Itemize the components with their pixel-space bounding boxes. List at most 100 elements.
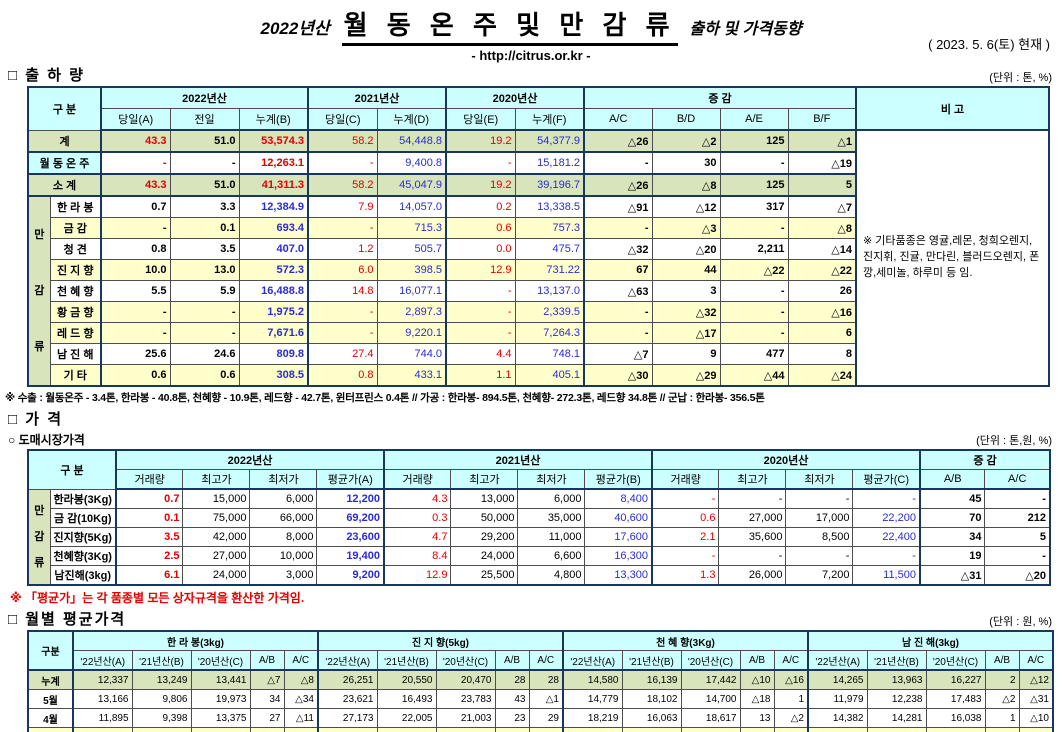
page-title: 월 동 온 주 및 만 감 류 (341, 5, 678, 46)
table-cell: 17,483 (925, 689, 986, 709)
column-header: A/E (719, 108, 789, 131)
table-cell: 4.7 (382, 527, 452, 547)
table-cell: 748.1 (514, 343, 585, 365)
table-cell: 0.8 (100, 238, 171, 260)
column-header: 최고가 (718, 469, 787, 490)
title-vintage: 2022년산 (260, 19, 330, 38)
row-label: 천혜향(3Kg) (49, 546, 117, 566)
table-cell: - (169, 151, 240, 175)
table-cell: - (984, 488, 1051, 509)
table-cell: 19,973 (190, 689, 251, 709)
table-cell: 11,500 (852, 565, 921, 586)
table-row: 누계 12,337 13,249 13,441 △7 △8 26,251 20,550 20,4… (27, 669, 1054, 690)
table-cell: - (169, 322, 240, 344)
table-cell: 125 (719, 129, 789, 153)
table-cell: 3.5 (169, 238, 240, 260)
table-cell: - (100, 151, 171, 175)
table-cell: 477 (719, 343, 789, 365)
table-cell: 7.9 (307, 195, 378, 218)
table-cell: 15,563 (680, 727, 741, 732)
table-cell: 14,265 (807, 669, 868, 690)
monthly-section-header: □ 월별 평균가격 (단위 : 원, %) (0, 607, 1062, 630)
table-cell: △1 (528, 689, 564, 709)
table-cell: 13,000 (450, 488, 519, 509)
table-cell: △26 (583, 173, 653, 197)
table-cell: 3.3 (169, 195, 240, 218)
table-cell: △31 (918, 565, 986, 586)
table-cell: △9 (773, 727, 809, 732)
table-cell: 54,377.9 (514, 129, 585, 153)
table-cell: 12,200 (316, 488, 385, 509)
table-cell: 731.22 (514, 259, 585, 281)
table-cell: 12.9 (445, 259, 516, 281)
row-label: 황 금 향 (49, 301, 102, 323)
table-row: 3월10,3269,65811,2307△822,24414,98915,316… (27, 727, 1054, 732)
report-date: ( 2023. 5. 6(토) 현재 ) (928, 37, 1050, 52)
table-cell: - (445, 151, 516, 175)
table-cell: 14,700 (680, 689, 741, 709)
column-header-gubun: 구 분 (27, 449, 117, 490)
table-cell: - (650, 546, 720, 566)
shipment-heading: □ 출 하 량 (8, 67, 85, 84)
table-cell: 0.7 (114, 488, 184, 509)
table-cell: 9 (651, 343, 721, 365)
table-row: 금 감 -0.1 693.4-715.3 0.6 757.3- △3- △8 (28, 217, 1049, 239)
table-cell: 27,173 (317, 708, 378, 728)
table-cell: 58.2 (307, 173, 378, 197)
table-cell: 12,263.1 (238, 151, 309, 175)
table-cell: 16,300 (584, 546, 653, 566)
table-cell: 14,281 (866, 708, 927, 728)
table-row: 레 드 향 - -7,671.6-9,220.1-7,264.3- △17-6 (28, 322, 1049, 344)
table-cell: 24,000 (450, 546, 519, 566)
table-cell: 14,237 (562, 727, 623, 732)
table-cell: 27,000 (718, 508, 787, 528)
header-row-subcols: 거래량 최고가 최저가 평균가(A) 거래량 최고가 최저가 평균가(B) 거래량 최고가 최저가 평… (28, 469, 1051, 490)
table-cell: 23,600 (316, 527, 385, 547)
table-cell: 9,806 (131, 689, 192, 709)
table-cell: △8 (283, 727, 319, 732)
table-cell: △20 (984, 565, 1051, 586)
row-label: 기 타 (49, 364, 102, 387)
table-row: 소 계 43.3 51.0 41,311.3 58.2 45,047.9 19.2 39,19… (27, 173, 1049, 197)
table-cell: - (719, 322, 789, 344)
table-cell: △7 (787, 195, 857, 218)
table-cell: 22,244 (317, 727, 378, 732)
table-cell: 30 (651, 151, 721, 175)
table-cell: △12 (651, 195, 721, 218)
table-cell: 693.4 (238, 217, 309, 239)
table-cell: 715.3 (376, 217, 447, 239)
table-cell: 3,000 (249, 565, 318, 586)
table-cell: △10 (739, 669, 775, 690)
column-header: 최고가 (450, 469, 519, 490)
table-cell: 1.3 (650, 565, 720, 586)
table-cell: 17,600 (584, 527, 653, 547)
table-cell: 53,574.3 (238, 129, 309, 153)
table-cell: - (583, 322, 653, 344)
table-row: 만 감 류 한라봉(3Kg) 0.7 15,000 6,000 12,200 4.3 13,000… (27, 488, 1051, 586)
shipment-section-header: □ 출 하 량 (단위 : 톤, %) (0, 63, 1062, 86)
table-cell: 35,600 (718, 527, 787, 547)
row-label: 4월 (27, 708, 74, 728)
column-group-change: 증 감 (583, 86, 857, 109)
table-cell: 18,617 (680, 708, 741, 728)
table-cell: 45 (528, 727, 564, 732)
shipment-footnote: ※ 수출 : 월동온주 - 3.4톤, 한라봉 - 40.8톤, 천혜향 - 1… (5, 392, 765, 404)
column-group-cheonhyehyang: 천 혜 향(3Kg) (562, 630, 809, 651)
table-cell: 14,989 (376, 727, 437, 732)
table-cell: 24,000 (182, 565, 251, 586)
table-cell: 15,316 (435, 727, 496, 732)
table-cell: △44 (719, 364, 789, 387)
table-cell: 6,000 (517, 488, 586, 509)
row-label: 금 감 (49, 217, 102, 239)
table-row: 진 지 향 10.0 13.0 572.3 6.0 398.5 12.9 731.22 67 44… (28, 259, 1049, 281)
table-cell: 11,895 (72, 708, 133, 728)
table-cell: 35,000 (517, 508, 586, 528)
site-url-link[interactable]: - http://citrus.or.kr - (471, 48, 591, 63)
table-cell: 1 (773, 689, 809, 709)
table-cell: 13,963 (866, 669, 927, 690)
column-group-namjinhae: 남 진 해(3kg) (807, 630, 1054, 651)
table-cell: 9,400.8 (376, 151, 447, 175)
table-cell: - (445, 280, 516, 302)
table-cell: 20,470 (435, 669, 496, 690)
